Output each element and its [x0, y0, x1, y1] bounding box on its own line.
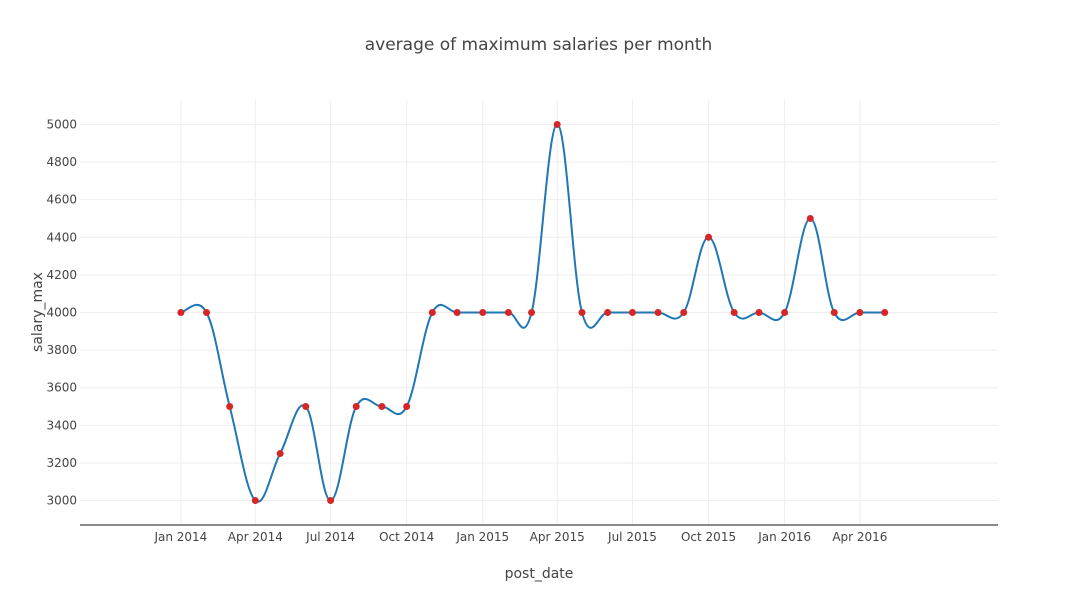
chart-title: average of maximum salaries per month [365, 35, 713, 55]
x-tick-label: Oct 2014 [379, 530, 434, 544]
data-point-marker [428, 309, 436, 316]
x-tick-label: Jul 2015 [607, 530, 657, 544]
y-tick-label: 4800 [46, 155, 77, 169]
y-tick-label: 3600 [46, 381, 77, 395]
data-point-marker [479, 309, 487, 316]
x-tick-label: Jan 2014 [153, 530, 207, 544]
data-point-marker [881, 309, 889, 316]
axis-layer: 3000 3200 3400 3600 3800 4000 4200 4400 4600 4800… [46, 117, 998, 544]
data-point-marker [504, 309, 512, 316]
data-point-marker [755, 309, 763, 316]
x-tick-label: Jul 2014 [305, 530, 355, 544]
y-tick-label: 4600 [46, 193, 77, 207]
series-layer [180, 123, 885, 503]
data-point-marker [251, 497, 259, 505]
y-axis-title: salary_max [30, 272, 46, 352]
x-tick-label: Oct 2015 [681, 530, 736, 544]
x-tick-label: Apr 2016 [832, 530, 887, 544]
x-tick-label: Jan 2015 [455, 530, 509, 544]
x-tick-label: Apr 2015 [530, 530, 585, 544]
data-point-marker [302, 403, 310, 411]
marker-layer [177, 120, 889, 505]
y-tick-label: 4000 [46, 306, 77, 320]
data-point-marker [352, 403, 360, 411]
data-point-marker [378, 403, 386, 411]
data-point-marker [856, 309, 864, 316]
data-point-marker [654, 309, 662, 316]
y-tick-label: 4400 [46, 230, 77, 244]
data-point-marker [327, 497, 335, 505]
x-tick-label: Jan 2016 [757, 530, 811, 544]
data-point-marker [830, 309, 838, 316]
y-tick-label: 3000 [46, 494, 77, 508]
data-point-marker [730, 309, 738, 316]
data-point-marker [806, 214, 814, 222]
data-point-marker [680, 309, 688, 316]
data-point-marker [203, 309, 211, 316]
data-point-marker [226, 403, 234, 411]
data-point-marker [276, 450, 284, 458]
y-tick-label: 4200 [46, 268, 77, 282]
data-point-marker [781, 309, 789, 316]
y-tick-label: 3800 [46, 343, 77, 357]
data-point-marker [553, 120, 561, 128]
data-point-marker [705, 233, 713, 241]
data-point-marker [528, 309, 536, 316]
data-point-marker [628, 309, 636, 316]
x-tick-label: Apr 2014 [228, 530, 283, 544]
data-point-marker [177, 309, 185, 316]
series-line [180, 123, 885, 503]
data-point-marker [403, 403, 411, 411]
x-axis-title: post_date [505, 566, 574, 582]
y-tick-label: 3400 [46, 418, 77, 432]
data-point-marker [604, 309, 612, 316]
y-tick-label: 5000 [46, 117, 77, 131]
data-point-marker [453, 309, 461, 316]
data-point-marker [578, 309, 586, 316]
y-tick-label: 3200 [46, 456, 77, 470]
